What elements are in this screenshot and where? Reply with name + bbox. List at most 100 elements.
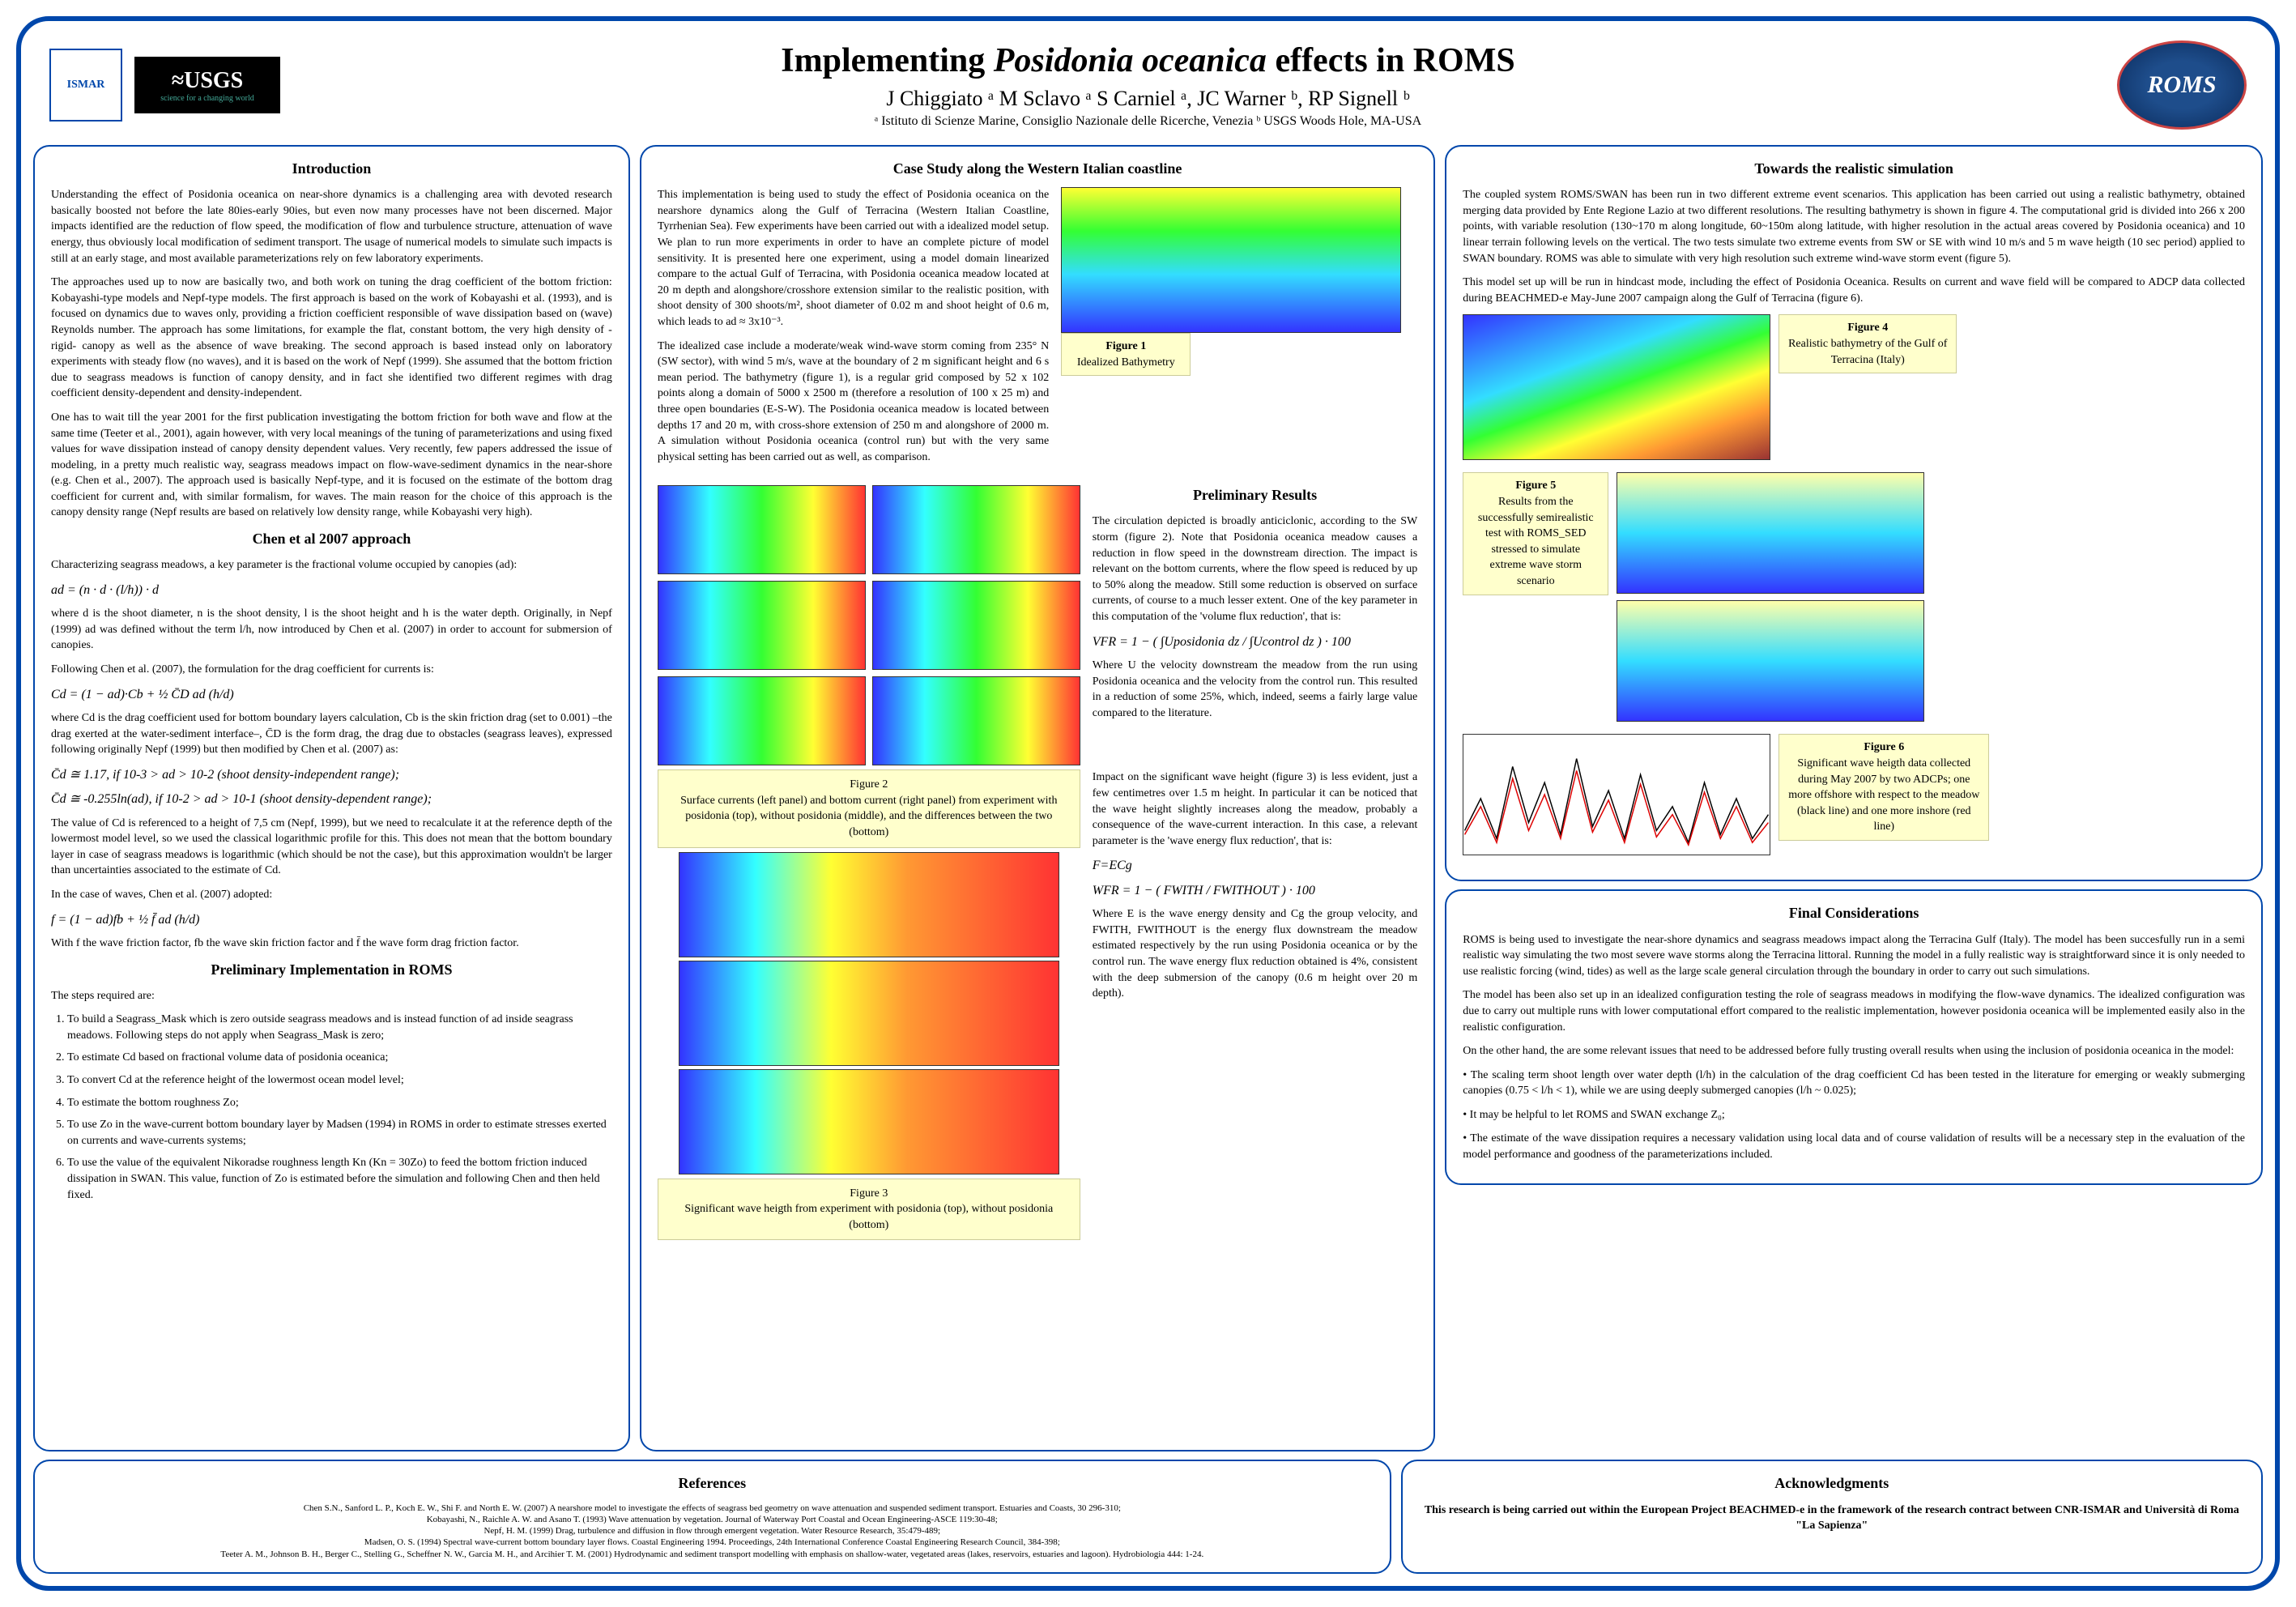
refs-body: Chen S.N., Sanford L. P., Koch E. W., Sh… bbox=[51, 1503, 1374, 1560]
final-p2: The model has been also set up in an ide… bbox=[1463, 987, 2245, 1035]
step-3: To convert Cd at the reference height of… bbox=[67, 1072, 612, 1089]
fig3-panel bbox=[679, 1069, 1059, 1174]
real-p2: This model set up will be run in hindcas… bbox=[1463, 275, 2245, 306]
poster-frame: ISMAR ≈USGS science for a changing world… bbox=[16, 16, 2280, 1591]
figure-6-row: Figure 6 Significant wave heigth data co… bbox=[1463, 734, 2245, 855]
fig2-panel bbox=[872, 581, 1080, 670]
intro-p11: The steps required are: bbox=[51, 988, 612, 1004]
prelim-title: Preliminary Results bbox=[1093, 485, 1418, 505]
casestudy-section: Case Study along the Western Italian coa… bbox=[640, 145, 1435, 1451]
footer-row: References Chen S.N., Sanford L. P., Koc… bbox=[33, 1460, 2263, 1574]
case-p1: This implementation is being used to stu… bbox=[658, 187, 1049, 330]
chen-title: Chen et al 2007 approach bbox=[51, 529, 612, 549]
figure-5-chart-a bbox=[1617, 472, 1924, 594]
content-columns: Introduction Understanding the effect of… bbox=[33, 145, 2263, 1451]
step-4: To estimate the bottom roughness Zo; bbox=[67, 1095, 612, 1111]
figure-1-label: Figure 1 Idealized Bathymetry bbox=[1061, 333, 1191, 376]
intro-p6: Following Chen et al. (2007), the formul… bbox=[51, 662, 612, 678]
title-block: Implementing Posidonia oceanica effects … bbox=[781, 41, 1514, 129]
formula-cd-range2: C̄d ≅ -0.255ln(ad), if 10-2 > ad > 10-1 … bbox=[51, 791, 612, 808]
intro-p3: One has to wait till the year 2001 for t… bbox=[51, 410, 612, 521]
intro-p2: The approaches used up to now are basica… bbox=[51, 275, 612, 402]
authors: J Chiggiato ᵃ M Sclavo ᵃ S Carniel ᵃ, JC… bbox=[781, 87, 1514, 111]
step-2: To estimate Cd based on fractional volum… bbox=[67, 1050, 612, 1066]
impl-title: Preliminary Implementation in ROMS bbox=[51, 960, 612, 980]
figure-3-caption: Figure 3 Significant wave heigth from ex… bbox=[658, 1179, 1080, 1241]
figure-2-panels bbox=[658, 485, 1080, 765]
fig1-sub: Idealized Bathymetry bbox=[1070, 355, 1182, 371]
prelim-p1: The circulation depicted is broadly anti… bbox=[1093, 514, 1418, 624]
column-middle: Case Study along the Western Italian coa… bbox=[640, 145, 1435, 1451]
fig1-num: Figure 1 bbox=[1070, 339, 1182, 355]
fig3-panel bbox=[679, 961, 1059, 1066]
figure-6-label: Figure 6 Significant wave heigth data co… bbox=[1778, 734, 1989, 841]
figure-1-chart bbox=[1061, 187, 1401, 333]
title-post: effects in ROMS bbox=[1267, 42, 1515, 79]
figure-5-label: Figure 5 Results from the successfully s… bbox=[1463, 472, 1608, 595]
step-6: To use the value of the equivalent Nikor… bbox=[67, 1155, 612, 1203]
implementation-steps: To build a Seagrass_Mask which is zero o… bbox=[67, 1012, 612, 1203]
fig6-num: Figure 6 bbox=[1787, 740, 1980, 756]
ref-1: Chen S.N., Sanford L. P., Koch E. W., Sh… bbox=[51, 1503, 1374, 1514]
title-pre: Implementing bbox=[781, 42, 994, 79]
references-section: References Chen S.N., Sanford L. P., Koc… bbox=[33, 1460, 1391, 1574]
fig2-panel bbox=[872, 485, 1080, 574]
intro-p10: With f the wave friction factor, fb the … bbox=[51, 936, 612, 952]
figure-5-chart-b bbox=[1617, 600, 1924, 722]
fig5-num: Figure 5 bbox=[1472, 478, 1600, 494]
figure-4-label: Figure 4 Realistic bathymetry of the Gul… bbox=[1778, 314, 1957, 373]
formula-fecg: F=ECg bbox=[1093, 857, 1418, 875]
intro-p4: Characterizing seagrass meadows, a key p… bbox=[51, 557, 612, 573]
realistic-title: Towards the realistic simulation bbox=[1463, 159, 2245, 179]
fig2-panel bbox=[658, 676, 866, 765]
acks-text: This research is being carried out withi… bbox=[1419, 1503, 2245, 1534]
final-b3: • The estimate of the wave dissipation r… bbox=[1463, 1131, 2245, 1162]
fig6-sub: Significant wave heigth data collected d… bbox=[1787, 756, 1980, 835]
fig2-panel bbox=[658, 485, 866, 574]
intro-title: Introduction bbox=[51, 159, 612, 179]
logos-left: ISMAR ≈USGS science for a changing world bbox=[49, 49, 280, 121]
fig4-num: Figure 4 bbox=[1787, 320, 1948, 336]
usgs-text: ≈USGS bbox=[172, 68, 244, 94]
final-section: Final Considerations ROMS is being used … bbox=[1445, 889, 2263, 1184]
real-p1: The coupled system ROMS/SWAN has been ru… bbox=[1463, 187, 2245, 266]
fig2-panel bbox=[658, 581, 866, 670]
figure-5-row: Figure 5 Results from the successfully s… bbox=[1463, 472, 2245, 722]
ref-2: Kobayashi, N., Raichle A. W. and Asano T… bbox=[51, 1514, 1374, 1525]
fig2-panel bbox=[872, 676, 1080, 765]
title-species: Posidonia oceanica bbox=[994, 42, 1267, 79]
affiliations: ᵃ Istituto di Scienze Marine, Consiglio … bbox=[781, 114, 1514, 129]
introduction-section: Introduction Understanding the effect of… bbox=[33, 145, 630, 1451]
final-b1: • The scaling term shoot length over wat… bbox=[1463, 1068, 2245, 1099]
formula-ad: ad = (n · d · (l/h)) · d bbox=[51, 582, 612, 599]
casestudy-title: Case Study along the Western Italian coa… bbox=[658, 159, 1417, 179]
acknowledgments-section: Acknowledgments This research is being c… bbox=[1401, 1460, 2263, 1574]
prelim-p3: Impact on the significant wave height (f… bbox=[1093, 769, 1418, 849]
final-p3: On the other hand, the are some relevant… bbox=[1463, 1043, 2245, 1059]
roms-logo: ROMS bbox=[2117, 40, 2247, 130]
figure-4-chart bbox=[1463, 314, 1770, 460]
usgs-logo: ≈USGS science for a changing world bbox=[134, 57, 280, 113]
logos-right: ROMS bbox=[2117, 40, 2247, 130]
intro-p5: where d is the shoot diameter, n is the … bbox=[51, 606, 612, 654]
prelim-p4: Where E is the wave energy density and C… bbox=[1093, 906, 1418, 1002]
intro-p7: where Cd is the drag coefficient used fo… bbox=[51, 710, 612, 758]
ismar-logo: ISMAR bbox=[49, 49, 122, 121]
usgs-subtitle: science for a changing world bbox=[160, 94, 254, 103]
figure-4-row: Figure 4 Realistic bathymetry of the Gul… bbox=[1463, 314, 2245, 460]
header: ISMAR ≈USGS science for a changing world… bbox=[33, 33, 2263, 137]
ref-4: Madsen, O. S. (1994) Spectral wave-curre… bbox=[51, 1537, 1374, 1548]
formula-f: f = (1 − ad)fb + ½ f̄ ad (h/d) bbox=[51, 911, 612, 929]
step-1: To build a Seagrass_Mask which is zero o… bbox=[67, 1012, 612, 1043]
final-p1: ROMS is being used to investigate the ne… bbox=[1463, 932, 2245, 980]
formula-vfr: VFR = 1 − ( ∫Uposidonia dz / ∫Ucontrol d… bbox=[1093, 633, 1418, 651]
figure-3-panels bbox=[658, 852, 1080, 1174]
main-title: Implementing Posidonia oceanica effects … bbox=[781, 41, 1514, 80]
wave-timeseries-icon bbox=[1463, 735, 1770, 855]
ref-5: Teeter A. M., Johnson B. H., Berger C., … bbox=[51, 1549, 1374, 1560]
formula-wfr: WFR = 1 − ( FWITH / FWITHOUT ) · 100 bbox=[1093, 882, 1418, 900]
column-left: Introduction Understanding the effect of… bbox=[33, 145, 630, 1451]
fig5-sub: Results from the successfully semirealis… bbox=[1472, 494, 1600, 590]
realistic-section: Towards the realistic simulation The cou… bbox=[1445, 145, 2263, 881]
prelim-p2: Where U the velocity downstream the mead… bbox=[1093, 658, 1418, 721]
